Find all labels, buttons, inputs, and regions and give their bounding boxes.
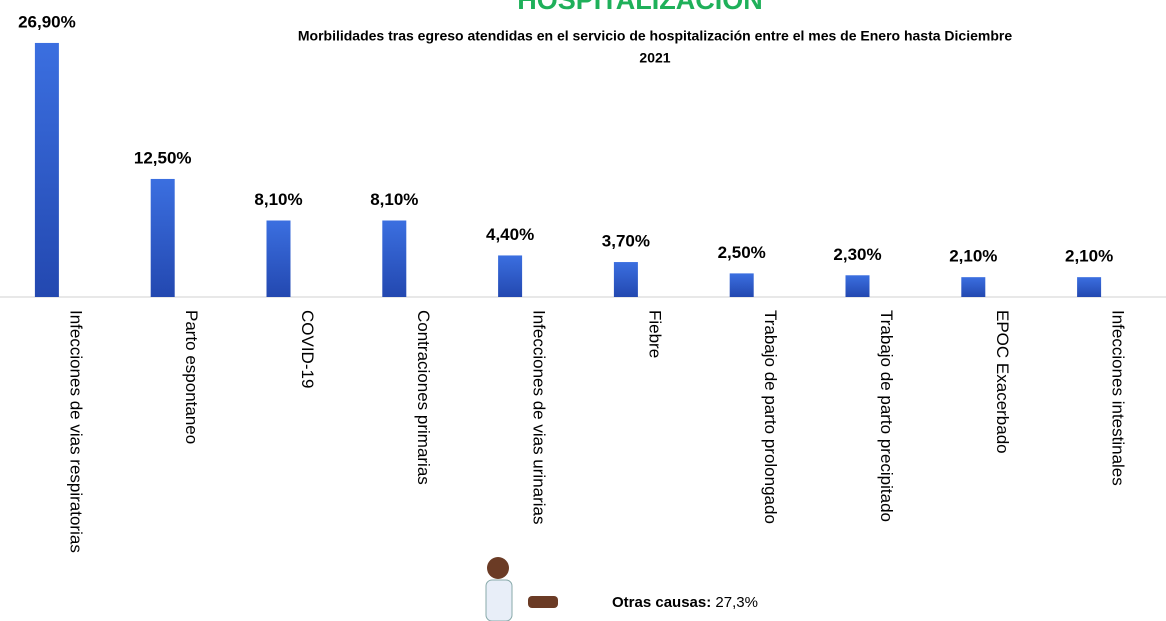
value-label: 2,10% bbox=[949, 247, 997, 266]
bar bbox=[1077, 277, 1102, 297]
annotation-value: 27,3% bbox=[715, 594, 758, 611]
value-label: 3,70% bbox=[602, 232, 650, 251]
value-label: 8,10% bbox=[254, 190, 302, 209]
x-tick-label: Trabajo de parto prolongado bbox=[761, 310, 780, 524]
x-tick-label: Trabajo de parto precipitado bbox=[877, 310, 896, 522]
value-label: 26,90% bbox=[18, 12, 76, 31]
bar bbox=[613, 262, 638, 297]
value-label: 12,50% bbox=[134, 148, 192, 167]
bar bbox=[34, 42, 59, 297]
value-label: 4,40% bbox=[486, 225, 534, 244]
bar bbox=[266, 220, 291, 297]
x-tick-label: Contraciones primarias bbox=[414, 310, 433, 485]
bar bbox=[961, 277, 986, 297]
x-tick-label: EPOC Exacerbado bbox=[993, 310, 1012, 454]
value-label: 2,10% bbox=[1065, 247, 1113, 266]
bar bbox=[845, 275, 870, 297]
annotation: Otras causas: 27,3% bbox=[612, 594, 758, 611]
doctor-icon bbox=[485, 557, 558, 621]
chart-title: HOSPITALIZACIÓN bbox=[517, 0, 763, 15]
chart-subtitle: 2021 bbox=[639, 50, 670, 66]
x-tick-label: Fiebre bbox=[645, 310, 664, 358]
x-tick-label: COVID-19 bbox=[298, 310, 317, 388]
x-tick-label: Infecciones intestinales bbox=[1109, 310, 1128, 486]
value-label: 2,50% bbox=[718, 243, 766, 262]
x-tick-label: Infecciones de vias respiratorias bbox=[66, 310, 85, 553]
x-tick-label: Parto espontaneo bbox=[182, 310, 201, 444]
annotation-label: Otras causas: bbox=[612, 594, 711, 611]
chart-subtitle: Morbilidades tras egreso atendidas en el… bbox=[298, 28, 1012, 44]
bar bbox=[382, 220, 407, 297]
x-tick-label: Infecciones de vias urinarias bbox=[530, 310, 549, 525]
bar bbox=[498, 255, 523, 297]
value-label: 2,30% bbox=[833, 245, 881, 264]
value-label: 8,10% bbox=[370, 190, 418, 209]
bar bbox=[150, 178, 175, 297]
bar bbox=[729, 273, 754, 297]
